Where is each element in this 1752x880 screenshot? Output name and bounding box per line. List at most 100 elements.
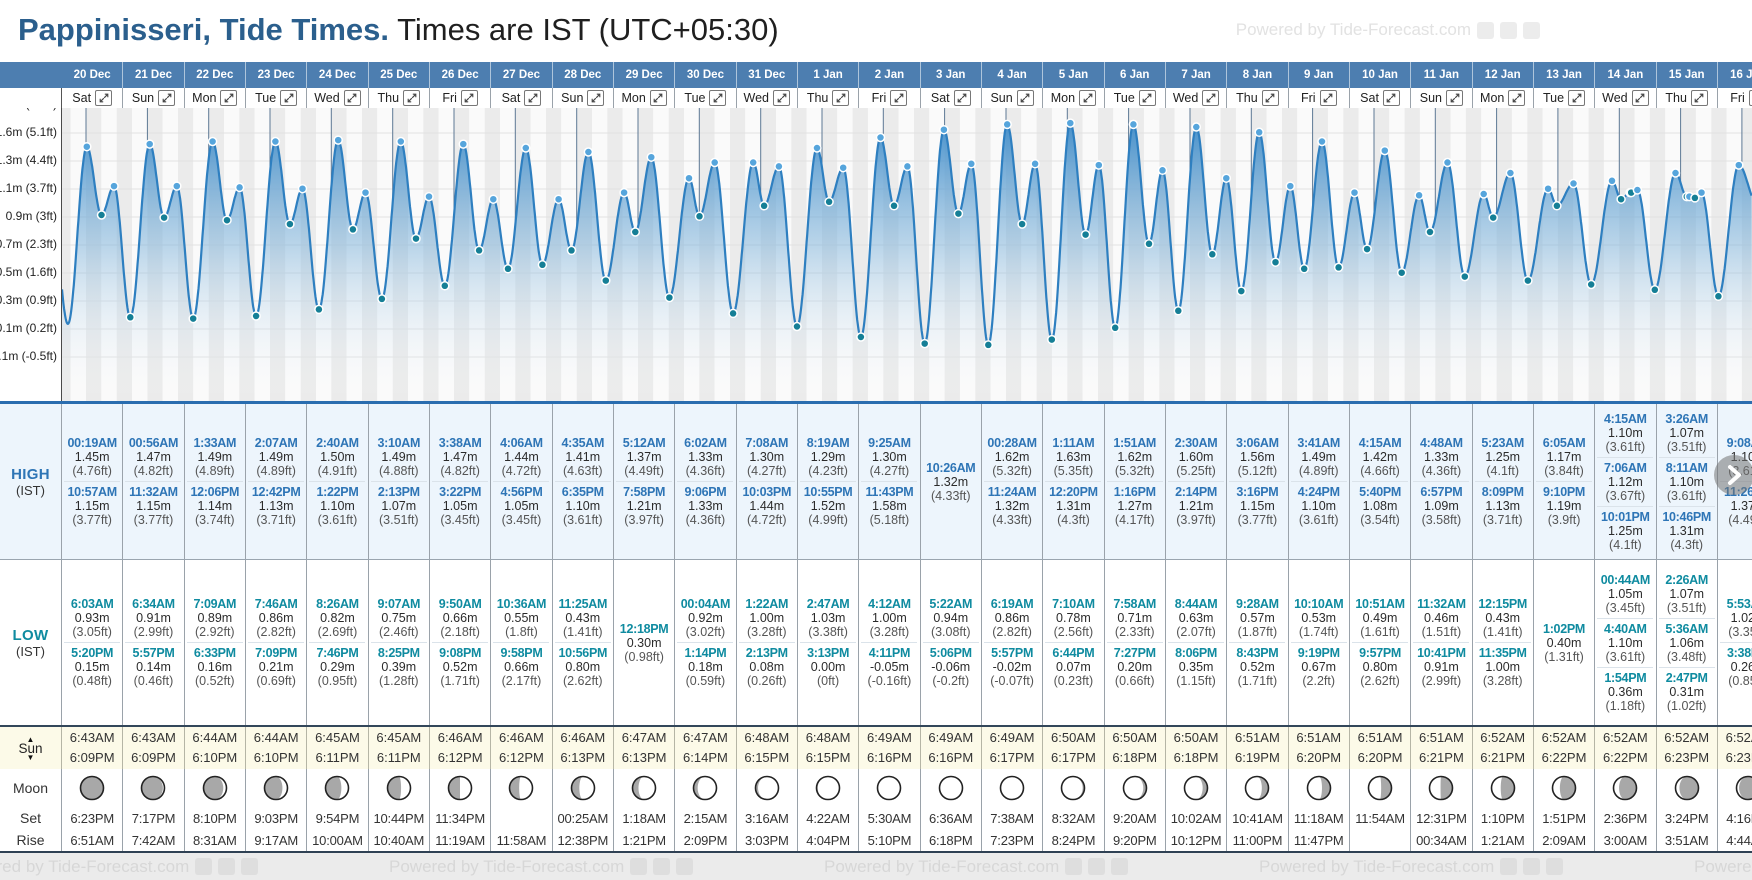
expand-day-button[interactable] <box>1016 90 1034 106</box>
tide-time: 5:06PM <box>929 646 972 660</box>
moon-cell: 7:17PM 7:42AM <box>123 769 185 851</box>
expand-day-button[interactable] <box>1382 90 1400 106</box>
date-header-row: 20 Dec 21 Dec 22 Dec 23 Dec 24 Dec 25 Dec 26 D… <box>0 62 1752 88</box>
tide-height-ft: (1.28ft) <box>378 674 419 688</box>
tide-height-m: 1.49m <box>1301 450 1337 464</box>
tide-entry: 2:30AM 1.60m (5.25ft) <box>1168 433 1224 481</box>
expand-icon <box>591 93 601 103</box>
tide-time: 11:24AM <box>987 485 1037 499</box>
expand-day-button[interactable] <box>587 90 605 106</box>
expand-day-button[interactable] <box>158 90 176 106</box>
share-icon <box>630 858 648 875</box>
expand-day-button[interactable] <box>220 90 238 106</box>
tide-time: 6:57PM <box>1420 485 1463 499</box>
moon-cell: 3:24PM 3:51AM <box>1657 769 1718 851</box>
tide-cell-low: 9:07AM 0.75m (2.46ft) 8:25PM 0.39m (1.28ft) <box>369 560 430 725</box>
moon-phase-icon <box>325 775 350 801</box>
expand-day-button[interactable] <box>773 90 791 106</box>
expand-day-button[interactable] <box>280 90 298 106</box>
expand-day-button[interactable] <box>460 90 478 106</box>
tide-entry: 4:06AM 1.44m (4.72ft) <box>493 433 549 481</box>
tide-entry: 1:16PM 1.27m (4.17ft) <box>1106 481 1163 530</box>
tide-time: 9:28AM <box>1236 597 1279 611</box>
moonrise-time: 00:34AM <box>1416 832 1467 848</box>
sun-times-cell: 6:52AM 6:22PM <box>1534 727 1596 769</box>
tide-time: 7:06AM <box>1604 460 1647 475</box>
tide-cell-low: 2:47AM 1.03m (3.38ft) 3:13PM 0.00m (0ft) <box>798 560 860 725</box>
tide-height-m: 1.10m <box>565 499 601 513</box>
share-icon <box>1477 21 1494 39</box>
expand-day-button[interactable] <box>1202 90 1220 106</box>
weekday-label: Tue <box>1543 91 1565 105</box>
info-icon <box>1523 21 1540 39</box>
tide-entry: 1:33AM 1.49m (4.89ft) <box>187 433 243 481</box>
tide-time: 4:12AM <box>868 597 911 611</box>
tide-height-m: 1.00m <box>872 611 907 625</box>
tide-entry: 10:01PM 1.25m (4.1ft) <box>1597 505 1654 555</box>
tide-height-m: 1.29m <box>810 450 846 464</box>
expand-day-button[interactable] <box>1690 90 1708 106</box>
expand-day-button[interactable] <box>1631 90 1649 106</box>
tide-entry: 9:28AM 0.57m (1.87ft) <box>1229 594 1285 642</box>
next-days-button[interactable] <box>1714 455 1752 495</box>
tide-height-m: 1.58m <box>872 499 907 513</box>
moon-phase <box>1612 769 1638 807</box>
tide-height-m: 1.15m <box>1240 499 1275 513</box>
tide-entry: 8:11AM 1.10m (3.61ft) <box>1658 456 1715 506</box>
expand-day-button[interactable] <box>890 90 908 106</box>
expand-icon <box>347 93 357 103</box>
expand-day-button[interactable] <box>1319 90 1337 106</box>
expand-day-button[interactable] <box>343 90 361 106</box>
expand-day-button[interactable] <box>1261 90 1279 106</box>
expand-day-button[interactable] <box>524 90 542 106</box>
sunset-time: 6:15PM <box>805 750 851 765</box>
sunrise-time: 6:49AM <box>928 729 974 745</box>
tide-height-m: 0.26m <box>1730 660 1752 674</box>
tide-time: 11:32AM <box>1417 597 1466 611</box>
expand-icon <box>1695 93 1704 103</box>
tide-entry: 4:35AM 1.41m (4.63ft) <box>555 433 611 481</box>
tide-entry: 10:55PM 1.52m (4.99ft) <box>800 481 857 530</box>
expand-day-button[interactable] <box>1138 90 1156 106</box>
moon-phase <box>202 769 228 807</box>
expand-day-button[interactable] <box>1446 90 1463 106</box>
expand-day-button[interactable] <box>649 90 667 106</box>
expand-day-button[interactable] <box>1748 90 1752 106</box>
tide-height-ft: (2.56ft) <box>1053 625 1094 639</box>
weekday-cell: Sat <box>921 88 982 108</box>
tide-height-ft: (2.18ft) <box>440 625 480 639</box>
tide-cell-low: 10:51AM 0.49m (1.61ft) 9:57PM 0.80m (2.62ft) <box>1350 560 1412 725</box>
tide-entry: 11:35PM 1.00m (3.28ft) <box>1474 642 1531 691</box>
tide-height-ft: (1.41ft) <box>1482 625 1523 639</box>
expand-day-button[interactable] <box>95 90 113 106</box>
tide-time: 3:13PM <box>807 646 850 660</box>
expand-day-button[interactable] <box>832 90 850 106</box>
expand-day-button[interactable] <box>403 90 421 106</box>
expand-day-button[interactable] <box>953 90 971 106</box>
moonset-time: 9:03PM <box>254 810 298 826</box>
expand-day-button[interactable] <box>1079 90 1097 106</box>
tide-cell-low: 12:15PM 0.43m (1.41ft) 11:35PM 1.00m (3.28ft) <box>1473 560 1534 725</box>
tide-entry: 3:38AM 1.47m (4.82ft) <box>432 433 488 481</box>
share-icon <box>1065 858 1083 875</box>
expand-day-button[interactable] <box>1568 90 1586 106</box>
expand-day-button[interactable] <box>709 90 727 106</box>
moonrise-time: 3:51AM <box>1664 832 1709 848</box>
sunrise-time: 6:50AM <box>1173 729 1219 745</box>
sunset-time: 6:22PM <box>1541 750 1587 765</box>
tide-height-m: 1.44m <box>749 499 785 513</box>
expand-day-button[interactable] <box>1508 90 1526 106</box>
tide-entry: 6:34AM 0.91m (2.99ft) <box>125 594 181 642</box>
sun-times-cell: 6:49AM 6:17PM <box>982 727 1044 769</box>
weekday-cell: Wed <box>737 88 798 108</box>
tide-time: 8:19AM <box>806 436 850 450</box>
tide-height-m: 1.50m <box>320 450 355 464</box>
moon-phase-icon <box>999 775 1025 801</box>
weekday-cell: Tue <box>1105 88 1166 108</box>
page-title: Pappinisseri, Tide Times. Times are IST … <box>18 12 779 48</box>
tide-entry: 3:06AM 1.56m (5.12ft) <box>1229 433 1285 481</box>
moonset-time: 11:54AM <box>1355 810 1405 826</box>
sun-times-cell: 6:52AM 6:23PM <box>1718 727 1752 769</box>
moon-cell: 4:16PM 4:44AM <box>1718 769 1752 851</box>
tide-height-m: 0.43m <box>1485 611 1521 625</box>
